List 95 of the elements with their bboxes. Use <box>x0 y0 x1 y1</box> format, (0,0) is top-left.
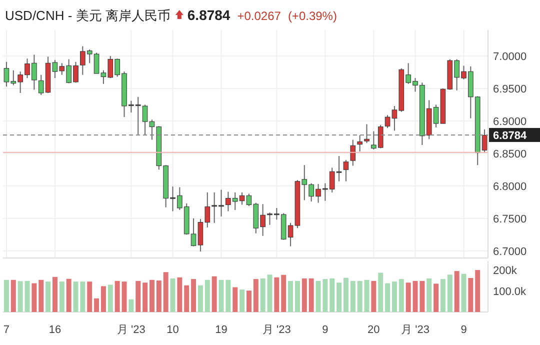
chart-title: USD/CNH - 美元 离岸人民币 <box>5 8 170 23</box>
bar <box>10 280 16 312</box>
bar <box>122 282 127 312</box>
y-tick-label: 6.8000 <box>493 180 527 193</box>
bar <box>434 284 439 312</box>
bar <box>149 280 154 312</box>
bar <box>336 282 342 312</box>
bar <box>246 290 252 312</box>
x-tick-label: 月 '23 <box>401 324 430 336</box>
bar <box>316 280 321 312</box>
bar <box>420 280 425 312</box>
x-tick-label: 9 <box>460 324 467 336</box>
bar <box>392 282 397 312</box>
bar <box>80 282 86 312</box>
bar <box>226 280 231 312</box>
x-tick-label: 19 <box>215 324 228 336</box>
y-tick-label: 6.7000 <box>493 246 527 258</box>
bar <box>350 280 356 312</box>
bar <box>46 282 51 312</box>
y-tick-label: 100.0k <box>493 286 527 298</box>
y-tick-label: 7.0000 <box>493 50 527 63</box>
bar <box>357 280 362 312</box>
bar <box>136 280 141 312</box>
bar <box>108 284 113 312</box>
bar <box>253 279 258 312</box>
bar <box>177 277 182 312</box>
bar <box>87 282 92 312</box>
bar <box>18 281 23 312</box>
bar <box>128 299 134 312</box>
bar <box>24 280 30 312</box>
bar <box>385 283 390 312</box>
y-tick-label: 6.8500 <box>493 148 527 160</box>
bar <box>308 278 314 312</box>
y-tick-label: 6.9500 <box>493 83 527 96</box>
bar <box>364 280 370 312</box>
bar <box>260 278 266 312</box>
bar <box>163 272 168 312</box>
bar <box>447 274 452 312</box>
y-tick-label: 200k <box>493 265 518 278</box>
bar <box>440 279 446 312</box>
bar <box>475 270 480 312</box>
bar <box>114 280 120 312</box>
bar <box>52 276 58 312</box>
bar <box>378 272 384 312</box>
bar <box>212 276 217 312</box>
y-tick-label: 6.9000 <box>493 116 527 128</box>
y-tick-label: 6.7500 <box>493 213 527 226</box>
bar <box>294 280 300 312</box>
bar <box>398 279 404 312</box>
bar <box>32 283 37 312</box>
bar <box>371 280 376 312</box>
bar <box>454 271 460 312</box>
candlestick <box>364 124 370 144</box>
bar <box>274 277 280 312</box>
bar <box>142 282 148 312</box>
bar <box>170 278 176 312</box>
bar <box>66 278 72 312</box>
x-tick-label: 16 <box>48 324 62 336</box>
bar <box>240 290 245 312</box>
bar <box>156 280 162 312</box>
bar <box>184 285 190 312</box>
bar <box>198 285 203 312</box>
bar <box>281 274 286 312</box>
bar <box>73 282 78 312</box>
bar <box>322 279 328 312</box>
bar <box>461 274 466 312</box>
bar <box>288 280 294 312</box>
candlestick <box>343 159 349 182</box>
x-tick-label: 10 <box>166 324 179 336</box>
bar <box>343 278 348 312</box>
bar <box>468 278 474 312</box>
bar <box>218 280 224 312</box>
bar <box>94 298 100 312</box>
candlestick <box>350 139 356 166</box>
ref-line-label: 6.8784 <box>493 130 528 142</box>
bar <box>330 278 335 312</box>
x-tick-label: 月 '23 <box>262 324 291 336</box>
bar <box>267 274 272 312</box>
bar <box>100 286 106 312</box>
x-tick-label: 20 <box>368 324 380 336</box>
x-tick-label: 7 <box>3 324 10 336</box>
bar <box>412 280 418 312</box>
bar <box>204 280 210 312</box>
bar <box>302 278 307 312</box>
bar <box>232 287 238 312</box>
bar <box>59 282 64 312</box>
bar <box>406 282 411 312</box>
bar <box>191 279 196 312</box>
bar <box>4 280 9 312</box>
x-tick-label: 9 <box>322 324 328 336</box>
x-tick-label: 月 '23 <box>116 324 146 336</box>
bar <box>38 280 44 312</box>
bar <box>426 278 432 312</box>
header: USD/CNH - 美元 离岸人民币 6.8784 +0.0267 (+0.39%) <box>5 7 337 23</box>
candlestick <box>357 134 362 152</box>
